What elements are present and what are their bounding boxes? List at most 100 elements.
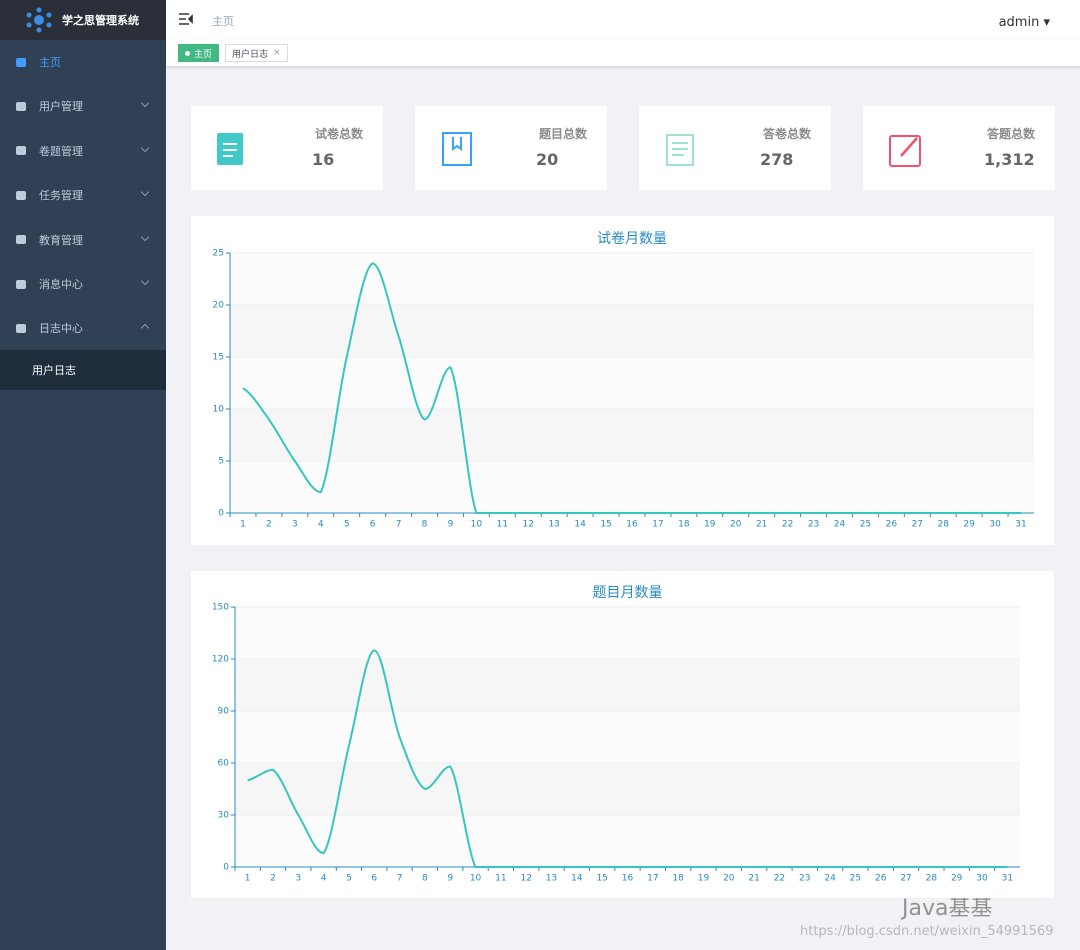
menu-icon — [16, 279, 26, 289]
x-tick-label: 6 — [370, 520, 376, 530]
x-tick-label: 8 — [422, 520, 428, 530]
watermark: Java基基 — [902, 896, 993, 921]
stat-value: 278 — [760, 150, 794, 169]
x-tick-label: 14 — [574, 520, 586, 530]
menu-arrow — [140, 143, 150, 153]
tag[interactable]: 用户日志 × — [225, 44, 288, 62]
menu-label: 日志中心 — [39, 322, 83, 336]
y-tick-label: 90 — [218, 707, 230, 717]
x-tick-label: 4 — [321, 874, 327, 884]
stat-card[interactable]: 答卷总数 278 — [639, 106, 831, 190]
grid-band — [235, 815, 1020, 867]
icon-shape — [889, 135, 921, 167]
stat-label: 答卷总数 — [762, 127, 811, 141]
grid-band — [235, 763, 1020, 815]
stat-value: 20 — [536, 150, 559, 169]
stat-icon — [217, 133, 243, 165]
tags-view: 主页 用户日志 × — [166, 40, 1080, 67]
menu-item[interactable]: 消息中心 — [0, 262, 166, 306]
y-tick-label: 120 — [212, 655, 229, 665]
stat-card[interactable]: 题目总数 20 — [415, 106, 607, 190]
menu-item[interactable]: 主页 — [0, 40, 166, 84]
x-tick-label: 26 — [875, 874, 887, 884]
x-tick-label: 25 — [850, 874, 861, 884]
y-tick-label: 0 — [223, 863, 229, 873]
x-tick-label: 15 — [600, 520, 611, 530]
x-tick-label: 4 — [318, 520, 324, 530]
menu-item[interactable]: 日志中心 — [0, 306, 166, 350]
grid-band — [230, 409, 1034, 461]
x-tick-label: 8 — [422, 874, 428, 884]
grid-band — [230, 461, 1034, 513]
breadcrumb[interactable]: 主页 — [212, 15, 234, 28]
y-tick-label: 5 — [218, 457, 224, 467]
stat-card[interactable]: 答题总数 1,312 — [863, 106, 1055, 190]
x-tick-label: 23 — [808, 520, 819, 530]
x-tick-label: 20 — [730, 520, 742, 530]
menu-label: 用户管理 — [39, 100, 83, 114]
x-tick-label: 29 — [951, 874, 963, 884]
x-tick-label: 1 — [240, 520, 246, 530]
stat-label: 答题总数 — [986, 127, 1035, 141]
navbar: 主页 admin ▾ — [166, 0, 1080, 40]
x-tick-label: 21 — [748, 874, 759, 884]
y-tick-label: 150 — [212, 603, 229, 613]
line — [242, 262, 1022, 514]
tag[interactable]: 主页 — [178, 44, 220, 62]
watermark-url: https://blog.csdn.net/weixin_54991569 — [800, 924, 1054, 939]
icon-shape — [452, 137, 462, 151]
y-tick-label: 30 — [218, 811, 230, 821]
x-tick-label: 12 — [520, 874, 531, 884]
x-tick-label: 19 — [698, 874, 710, 884]
hamburger[interactable] — [179, 13, 193, 25]
icon-shape — [442, 132, 472, 166]
x-tick-label: 28 — [937, 520, 949, 530]
x-tick-label: 14 — [571, 874, 583, 884]
user-menu[interactable]: admin ▾ — [998, 15, 1050, 30]
x-tick-label: 18 — [672, 874, 684, 884]
x-tick-label: 3 — [292, 520, 298, 530]
menu-icon — [16, 323, 26, 333]
x-tick-label: 27 — [912, 520, 923, 530]
x-tick-label: 15 — [596, 874, 607, 884]
menu-arrow — [140, 324, 150, 333]
submenu-item[interactable]: 用户日志 — [0, 350, 166, 390]
user-name: admin — [998, 15, 1040, 30]
x-tick-label: 7 — [397, 874, 403, 884]
menu-item[interactable]: 任务管理 — [0, 173, 166, 217]
x-tick-label: 6 — [371, 874, 377, 884]
menu-label: 教育管理 — [39, 233, 83, 247]
x-tick-label: 23 — [799, 874, 810, 884]
stat-label: 题目总数 — [538, 127, 587, 141]
x-tick-label: 31 — [1015, 520, 1026, 530]
x-tick-label: 22 — [774, 874, 785, 884]
stat-card[interactable]: 试卷总数 16 — [191, 106, 383, 190]
menu-item[interactable]: 教育管理 — [0, 218, 166, 262]
x-tick-label: 24 — [824, 874, 836, 884]
x-tick-label: 29 — [963, 520, 975, 530]
sidebar: 学之思管理系统 主页 用户管理 卷题管理 任务管理 教育管理 消息中心 日志中心 用户日志 — [0, 0, 166, 950]
x-tick-label: 5 — [344, 520, 350, 530]
x-tick-label: 17 — [652, 520, 663, 530]
menu-item[interactable]: 卷题管理 — [0, 129, 166, 173]
x-tick-label: 3 — [295, 874, 301, 884]
x-tick-label: 26 — [886, 520, 898, 530]
menu-label: 任务管理 — [39, 189, 83, 203]
x-tick-label: 2 — [270, 874, 276, 884]
x-tick-label: 5 — [346, 874, 352, 884]
menu-icon — [16, 57, 26, 67]
line — [247, 649, 1008, 868]
grid-band — [230, 357, 1034, 409]
x-tick-label: 1 — [245, 874, 251, 884]
icon-shape — [666, 134, 694, 166]
logo-icon — [26, 7, 52, 33]
menu-icon — [16, 190, 26, 200]
chart-panel: 试卷月数量 0 5 10 15 20 25 1 2 3 4 5 6 7 8 9 10 11 12 13 14 15 16 17… — [191, 216, 1054, 545]
x-tick-label: 9 — [447, 874, 453, 884]
tag-label: 用户日志 — [232, 49, 269, 60]
tag-close[interactable]: × — [273, 48, 281, 58]
menu-item[interactable]: 用户管理 — [0, 84, 166, 128]
x-tick-label: 30 — [989, 520, 1001, 530]
